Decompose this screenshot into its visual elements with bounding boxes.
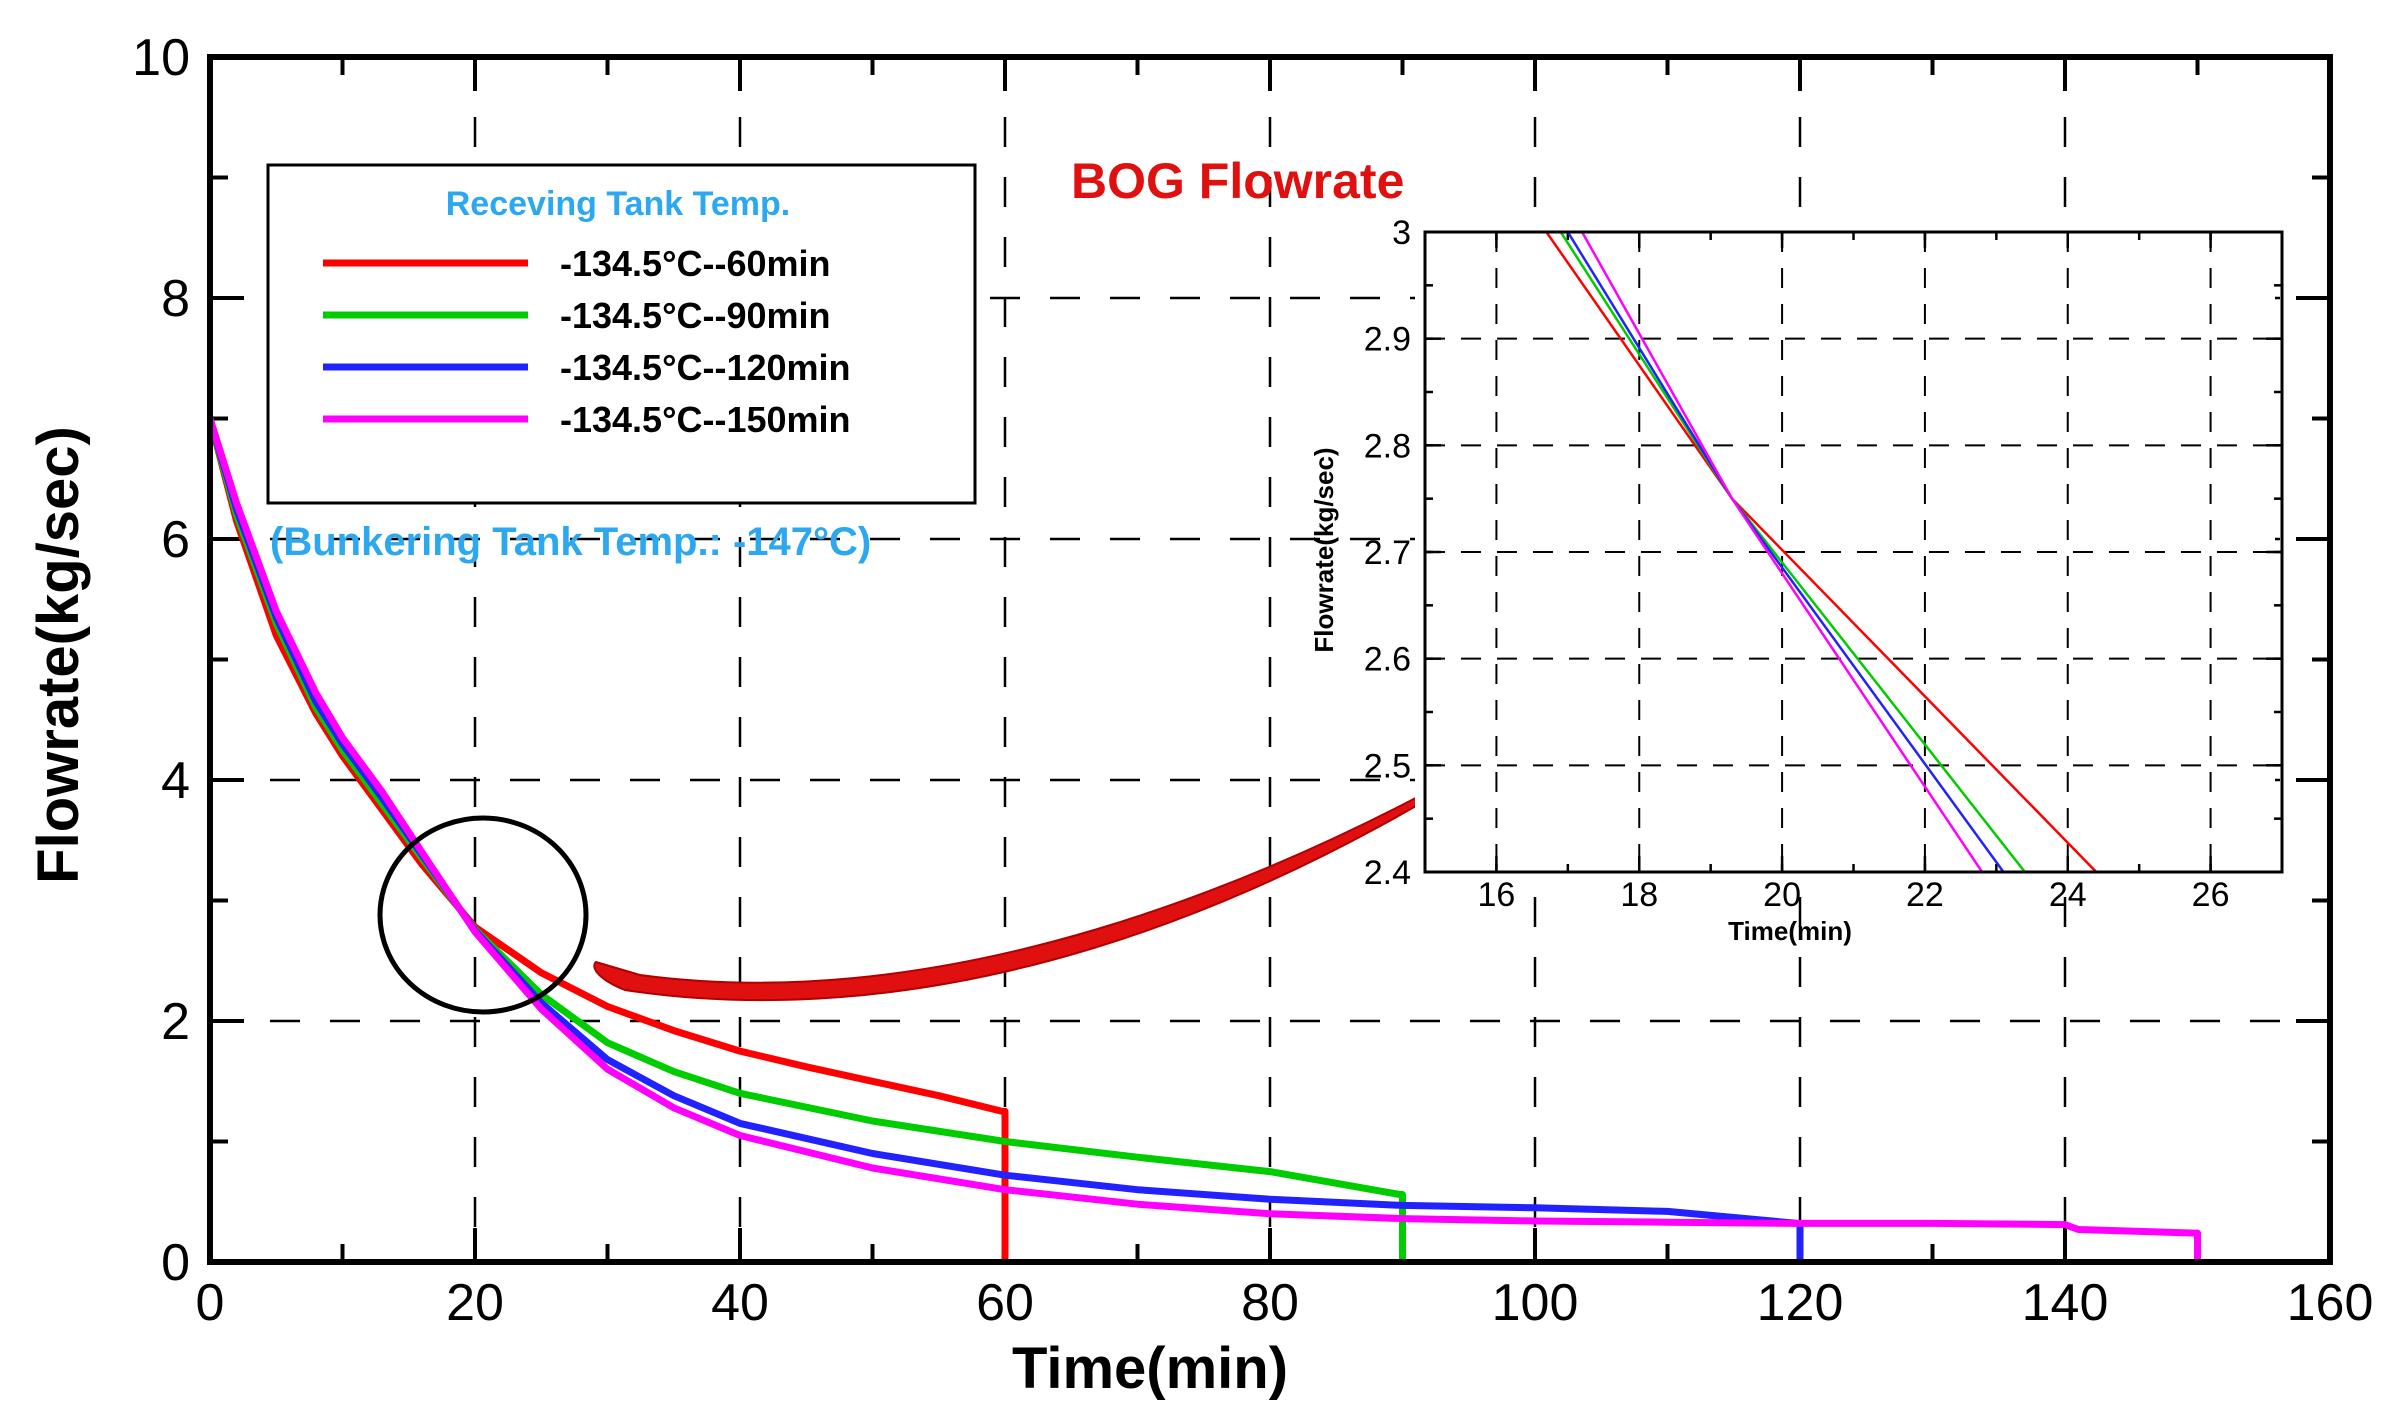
main-y-tick-label: 8: [161, 270, 190, 328]
legend-label-0: -134.5°C--60min: [560, 243, 831, 284]
legend-box: [266, 163, 977, 505]
inset-x-tick-label: 16: [1478, 876, 1516, 914]
inset-x-tick-label: 18: [1620, 876, 1658, 914]
inset-x-tick-label: 26: [2192, 876, 2230, 914]
main-plot-frame: [207, 54, 2333, 1265]
inset-y-axis-title: Flowrate(kg/sec): [1309, 447, 1339, 652]
main-x-tick-label: 80: [1241, 1274, 1299, 1332]
bog-flowrate-callout: BOG Flowrate: [1071, 153, 1404, 209]
main-x-tick-label: 120: [1757, 1274, 1844, 1332]
inset-y-tick-label: 2.6: [1364, 641, 1411, 679]
main-x-tick-label: 160: [2287, 1274, 2374, 1332]
inset-y-tick-label: 3: [1392, 214, 1411, 252]
main-y-tick-label: 0: [161, 1234, 190, 1292]
inset-plot-frame: [1423, 230, 2284, 874]
inset-y-tick-label: 2.7: [1364, 534, 1411, 572]
main-series-line-2: [210, 417, 1804, 1262]
main-x-tick-label: 20: [446, 1274, 504, 1332]
inset-x-axis-title: Time(min): [1728, 916, 1852, 946]
legend-label-3: -134.5°C--150min: [560, 399, 851, 440]
x-axis-title: Time(min): [1012, 1336, 1288, 1401]
main-y-tick-label: 4: [161, 752, 190, 810]
main-series-line-3: [210, 417, 2201, 1262]
legend-title: Receving Tank Temp.: [446, 185, 791, 223]
main-x-tick-label: 140: [2022, 1274, 2109, 1332]
inset-series-line-3: [1581, 232, 1984, 872]
bunkering-tank-annotation: (Bunkering Tank Temp.: -147°C): [270, 520, 871, 564]
inset-series: [1545, 232, 2098, 872]
legend-label-1: -134.5°C--90min: [560, 295, 831, 336]
main-x-tick-label: 60: [976, 1274, 1034, 1332]
inset-y-tick-label: 2.5: [1364, 747, 1411, 785]
legend-items: -134.5°C--60min -134.5°C--90min -134.5°C--…: [323, 243, 851, 440]
main-y-tick-label: 2: [161, 993, 190, 1051]
inset-x-tick-label: 20: [1763, 876, 1801, 914]
main-y-tick-labels: 0 2 4 6 8 10: [132, 29, 190, 1292]
legend-label-2: -134.5°C--120min: [560, 347, 851, 388]
main-series: [210, 417, 2201, 1262]
inset-x-tick-label: 24: [2049, 876, 2087, 914]
zoom-circle: [377, 815, 589, 1015]
main-x-tick-label: 100: [1492, 1274, 1579, 1332]
main-x-tick-label: 40: [711, 1274, 769, 1332]
inset-x-tick-labels: 16 18 20 22 24 26: [1478, 876, 2230, 914]
inset-y-tick-labels: 2.4 2.5 2.6 2.7 2.8 2.9 3: [1364, 214, 1411, 892]
inset-x-tick-label: 22: [1906, 876, 1944, 914]
inset-y-tick-label: 2.4: [1364, 854, 1411, 892]
inset-background: [1415, 232, 2275, 872]
inset-y-tick-label: 2.8: [1364, 427, 1411, 465]
main-y-tick-label: 10: [132, 29, 190, 87]
main-y-tick-label: 6: [161, 511, 190, 569]
inset-y-tick-label: 2.9: [1364, 321, 1411, 359]
y-axis-title: Flowrate(kg/sec): [26, 426, 91, 884]
main-x-tick-label: 0: [196, 1274, 225, 1332]
main-x-tick-labels: 0 20 40 60 80 100 120 140 160: [196, 1274, 2374, 1332]
